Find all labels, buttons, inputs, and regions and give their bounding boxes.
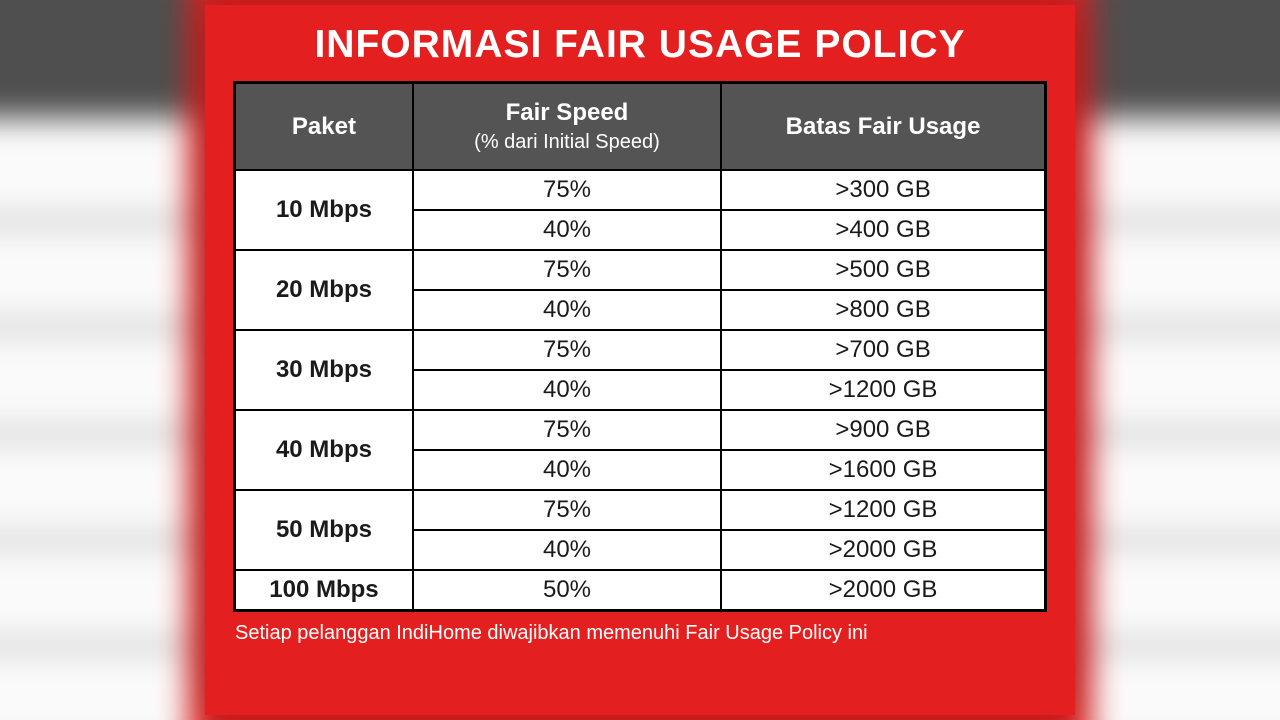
cell-usage: >2000 GB — [721, 530, 1045, 570]
table-row: 10 Mbps 75% >300 GB — [235, 170, 1046, 210]
table-body: 10 Mbps 75% >300 GB 40% >400 GB 20 Mbps … — [235, 170, 1046, 611]
policy-card: INFORMASI FAIR USAGE POLICY Paket Fair S… — [205, 5, 1075, 715]
col-batas: Batas Fair Usage — [721, 83, 1045, 171]
cell-speed: 40% — [413, 290, 721, 330]
cell-speed: 75% — [413, 170, 721, 210]
table-row: 100 Mbps 50% >2000 GB — [235, 570, 1046, 611]
cell-speed: 75% — [413, 330, 721, 370]
fup-table: Paket Fair Speed (% dari Initial Speed) … — [233, 81, 1047, 612]
page-title: INFORMASI FAIR USAGE POLICY — [233, 17, 1047, 81]
cell-speed: 40% — [413, 530, 721, 570]
cell-speed: 40% — [413, 370, 721, 410]
cell-paket: 50 Mbps — [235, 490, 413, 570]
footer-note: Setiap pelanggan IndiHome diwajibkan mem… — [233, 612, 1047, 645]
cell-paket: 10 Mbps — [235, 170, 413, 250]
cell-speed: 40% — [413, 210, 721, 250]
cell-paket: 100 Mbps — [235, 570, 413, 611]
cell-paket: 20 Mbps — [235, 250, 413, 330]
cell-speed: 75% — [413, 250, 721, 290]
table-row: 20 Mbps 75% >500 GB — [235, 250, 1046, 290]
cell-usage: >300 GB — [721, 170, 1045, 210]
table-row: 50 Mbps 75% >1200 GB — [235, 490, 1046, 530]
cell-usage: >500 GB — [721, 250, 1045, 290]
cell-speed: 75% — [413, 490, 721, 530]
cell-usage: >700 GB — [721, 330, 1045, 370]
cell-usage: >1200 GB — [721, 490, 1045, 530]
col-fair-speed: Fair Speed (% dari Initial Speed) — [413, 83, 721, 171]
col-fair-speed-sub: (% dari Initial Speed) — [422, 130, 712, 155]
cell-speed: 50% — [413, 570, 721, 611]
cell-usage: >1600 GB — [721, 450, 1045, 490]
cell-speed: 40% — [413, 450, 721, 490]
cell-paket: 30 Mbps — [235, 330, 413, 410]
cell-usage: >400 GB — [721, 210, 1045, 250]
table-row: 30 Mbps 75% >700 GB — [235, 330, 1046, 370]
cell-usage: >900 GB — [721, 410, 1045, 450]
cell-speed: 75% — [413, 410, 721, 450]
table-row: 40 Mbps 75% >900 GB — [235, 410, 1046, 450]
cell-paket: 40 Mbps — [235, 410, 413, 490]
cell-usage: >1200 GB — [721, 370, 1045, 410]
table-header-row: Paket Fair Speed (% dari Initial Speed) … — [235, 83, 1046, 171]
col-fair-speed-label: Fair Speed — [506, 99, 629, 126]
col-paket: Paket — [235, 83, 413, 171]
cell-usage: >2000 GB — [721, 570, 1045, 611]
cell-usage: >800 GB — [721, 290, 1045, 330]
